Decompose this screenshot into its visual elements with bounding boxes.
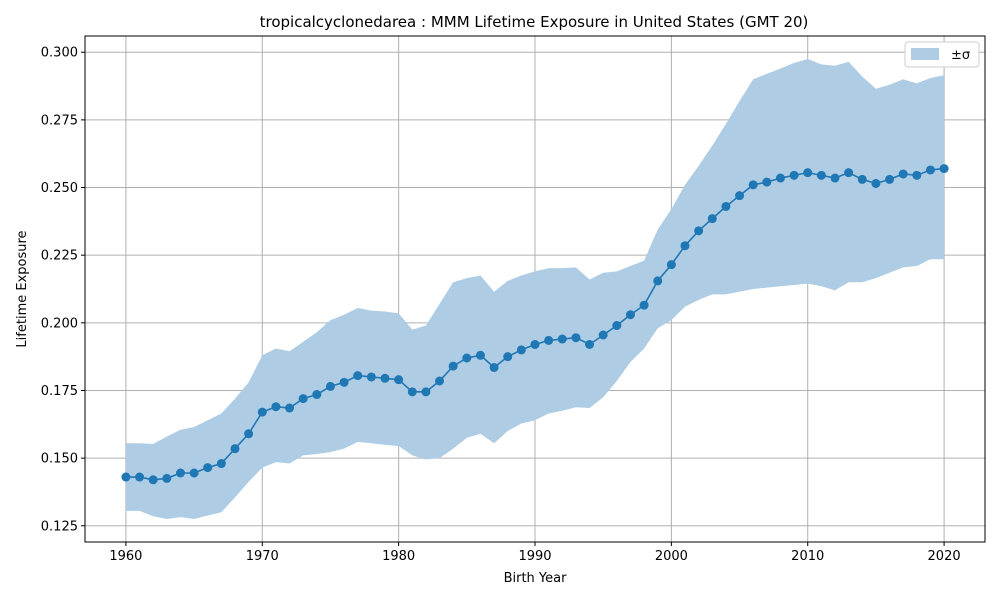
data-point <box>448 361 458 371</box>
data-point <box>789 170 799 180</box>
data-point <box>707 214 717 224</box>
y-tick-label: 0.175 <box>41 384 78 399</box>
data-point <box>939 164 949 174</box>
data-point <box>435 376 445 386</box>
chart-title: tropicalcyclonedarea : MMM Lifetime Expo… <box>260 13 809 31</box>
data-point <box>721 201 731 211</box>
data-point <box>353 371 363 381</box>
data-point <box>407 387 417 397</box>
data-point <box>421 387 431 397</box>
data-point <box>666 260 676 270</box>
x-tick-label: 2000 <box>655 549 688 564</box>
data-point <box>653 276 663 286</box>
data-point <box>598 330 608 340</box>
x-axis-title: Birth Year <box>504 571 568 586</box>
x-tick-label: 1980 <box>382 549 415 564</box>
data-point <box>162 473 172 483</box>
data-point <box>585 339 595 349</box>
legend: ±σ <box>904 41 980 68</box>
data-point <box>912 170 922 180</box>
y-tick-label: 0.225 <box>41 249 78 264</box>
y-tick-label: 0.275 <box>41 113 78 128</box>
legend-swatch-band <box>911 48 939 60</box>
data-point <box>857 174 867 184</box>
data-point <box>775 173 785 183</box>
data-point <box>571 333 581 343</box>
data-point <box>230 444 240 454</box>
y-tick-label: 0.250 <box>41 181 78 196</box>
data-point <box>121 472 131 482</box>
y-axis-title: Lifetime Exposure <box>15 230 30 347</box>
data-point <box>830 173 840 183</box>
x-tick-label: 1990 <box>518 549 551 564</box>
data-point <box>135 472 145 482</box>
x-tick-label: 1970 <box>246 549 279 564</box>
data-point <box>639 300 649 310</box>
y-axis-ticks: 0.125 0.150 0.175 0.200 0.225 0.250 0.275 0.300 <box>41 46 85 534</box>
data-point <box>885 174 895 184</box>
data-point <box>203 463 213 473</box>
data-point <box>871 178 881 188</box>
sigma-band-area <box>125 59 945 519</box>
data-point <box>816 170 826 180</box>
data-point <box>516 345 526 355</box>
y-tick-label: 0.150 <box>41 452 78 467</box>
data-point <box>489 362 499 372</box>
data-point <box>925 165 935 175</box>
data-point <box>748 180 758 190</box>
data-point <box>625 310 635 320</box>
data-point <box>735 191 745 201</box>
data-point <box>844 168 854 178</box>
legend-label-band: ±σ <box>951 48 970 63</box>
data-point <box>503 352 513 362</box>
data-point <box>312 390 322 400</box>
data-point <box>680 241 690 251</box>
data-point <box>244 429 254 439</box>
data-point <box>694 226 704 236</box>
data-point <box>612 321 622 331</box>
y-tick-label: 0.125 <box>41 519 78 534</box>
data-point <box>339 377 349 387</box>
data-point <box>475 350 485 360</box>
y-tick-label: 0.300 <box>41 46 78 61</box>
data-point <box>216 459 226 469</box>
data-point <box>762 177 772 187</box>
data-point <box>257 407 267 417</box>
data-point <box>380 373 390 383</box>
data-point <box>189 468 199 478</box>
y-tick-label: 0.200 <box>41 316 78 331</box>
data-point <box>530 339 540 349</box>
mean-series <box>121 164 949 485</box>
data-point <box>271 402 281 412</box>
data-point <box>462 353 472 363</box>
data-point <box>148 475 158 485</box>
x-tick-label: 1960 <box>109 549 142 564</box>
data-point <box>557 334 567 344</box>
x-tick-label: 2010 <box>791 549 824 564</box>
data-point <box>285 403 295 413</box>
data-point <box>898 169 908 179</box>
x-axis-ticks: 1960 1970 1980 1990 2000 2010 2020 <box>109 542 961 564</box>
data-point <box>394 375 404 385</box>
data-point <box>175 468 185 478</box>
sigma-band <box>125 59 945 519</box>
x-tick-label: 2020 <box>928 549 961 564</box>
data-point <box>544 335 554 345</box>
data-point <box>803 168 813 178</box>
data-point <box>298 394 308 404</box>
data-point <box>325 381 335 391</box>
data-point <box>366 372 376 382</box>
